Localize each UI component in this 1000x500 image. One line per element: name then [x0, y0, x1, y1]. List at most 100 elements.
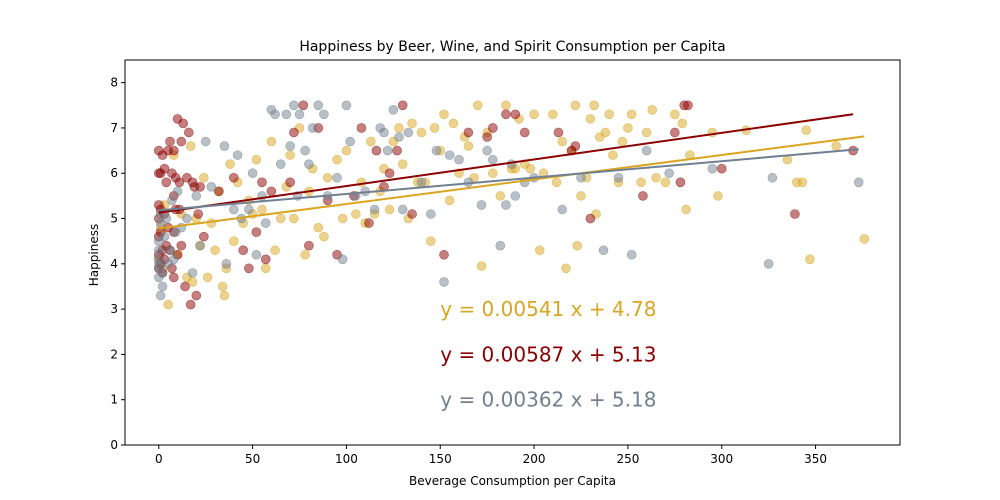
data-point	[364, 218, 374, 228]
data-point	[472, 100, 483, 111]
data-point	[369, 204, 380, 215]
data-point	[604, 109, 614, 120]
data-point	[664, 168, 674, 179]
data-point	[506, 159, 517, 169]
y-tick-label: 8	[110, 76, 118, 90]
data-point	[384, 168, 395, 179]
data-point	[681, 204, 691, 215]
data-point	[641, 145, 652, 156]
data-point	[214, 186, 224, 197]
data-point	[172, 186, 183, 197]
data-point	[191, 290, 202, 301]
data-point	[392, 145, 402, 156]
data-point	[219, 141, 230, 151]
data-point	[510, 191, 521, 201]
data-point	[670, 127, 680, 138]
data-point	[636, 177, 646, 188]
data-point	[551, 177, 562, 188]
data-point	[570, 100, 581, 111]
data-point	[244, 263, 254, 274]
y-axis: 0 1 2 3 4 5 6 7 8	[110, 76, 125, 452]
x-tick-label: 350	[804, 452, 827, 466]
data-point	[182, 213, 192, 224]
data-point	[660, 177, 671, 188]
data-point	[600, 127, 611, 138]
data-point	[589, 100, 599, 111]
x-tick-label: 0	[155, 452, 163, 466]
data-point	[251, 249, 262, 260]
equation-annotations: y = 0.00541 x + 4.78 y = 0.00587 x + 5.13…	[440, 297, 656, 412]
y-tick-label: 0	[110, 438, 118, 452]
data-point	[482, 132, 492, 142]
data-point	[195, 182, 205, 192]
data-point	[439, 277, 449, 287]
data-point	[426, 236, 436, 246]
data-point	[463, 141, 474, 151]
data-point	[200, 136, 211, 147]
data-point	[159, 163, 170, 174]
data-point	[495, 240, 506, 251]
data-point	[561, 263, 571, 274]
data-point	[260, 263, 271, 274]
data-point	[351, 209, 361, 219]
data-point	[266, 136, 277, 147]
data-point	[623, 123, 633, 133]
data-point	[487, 154, 498, 165]
data-point	[174, 177, 185, 188]
y-tick-label: 1	[110, 393, 118, 407]
regression-line-2	[158, 148, 859, 212]
data-point	[161, 213, 172, 224]
data-point	[548, 109, 558, 120]
data-point	[244, 204, 254, 215]
y-tick-label: 6	[110, 166, 118, 180]
data-point	[683, 100, 693, 111]
data-point	[397, 204, 408, 215]
data-point	[294, 109, 305, 120]
regression-equation-2: y = 0.00362 x + 5.18	[440, 388, 656, 412]
data-point	[193, 209, 203, 219]
data-point	[476, 261, 487, 271]
data-point	[260, 254, 271, 265]
data-point	[613, 172, 624, 183]
data-point	[572, 240, 583, 251]
data-point	[617, 136, 628, 147]
data-point	[585, 213, 596, 224]
data-point	[557, 136, 568, 147]
data-point	[444, 150, 455, 160]
data-point	[157, 281, 168, 292]
data-point	[210, 245, 220, 256]
data-point	[195, 240, 205, 251]
data-point	[251, 227, 262, 237]
data-point	[217, 281, 228, 292]
data-point	[394, 123, 404, 133]
data-point	[199, 231, 209, 242]
data-point	[161, 177, 172, 188]
data-point	[168, 254, 179, 265]
data-point	[199, 172, 209, 183]
data-point	[576, 191, 586, 201]
data-point	[289, 213, 299, 224]
data-point	[585, 114, 596, 124]
data-point	[463, 127, 474, 138]
data-point	[229, 172, 239, 183]
data-point	[487, 168, 498, 179]
x-tick-label: 100	[335, 452, 358, 466]
data-point	[439, 249, 449, 260]
data-point	[157, 268, 168, 278]
data-point	[163, 299, 173, 310]
data-point	[270, 109, 280, 120]
data-point	[229, 236, 239, 246]
data-point	[525, 163, 536, 174]
data-point	[341, 145, 352, 156]
data-point	[229, 204, 239, 215]
data-point	[251, 154, 262, 165]
data-point	[767, 172, 778, 183]
data-point	[641, 127, 652, 138]
data-point	[300, 145, 310, 156]
data-point	[165, 245, 175, 256]
regression-equation-0: y = 0.00541 x + 4.78	[440, 297, 656, 321]
data-point	[153, 245, 164, 256]
series-points-2	[153, 100, 864, 301]
data-point	[319, 109, 329, 120]
